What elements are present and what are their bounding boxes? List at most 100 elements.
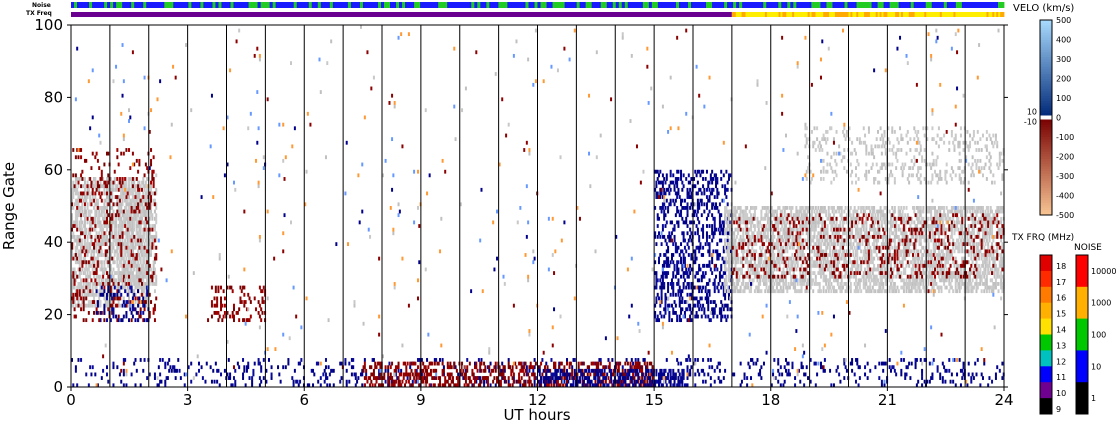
data-cell <box>111 231 114 236</box>
data-cell <box>72 296 75 301</box>
data-cell <box>98 253 101 257</box>
data-cell <box>814 220 817 225</box>
data-cell <box>761 206 764 210</box>
data-cell <box>857 289 860 294</box>
data-cell <box>738 238 741 243</box>
data-cell <box>827 267 830 272</box>
data-cell <box>94 216 97 221</box>
data-cell <box>794 238 797 243</box>
data-cell <box>140 195 143 199</box>
data-cell <box>78 282 81 286</box>
data-cell <box>700 289 703 294</box>
txfreq-strip-label: TX Freq <box>26 10 52 17</box>
noise-strip-cell <box>230 2 234 8</box>
data-cell <box>102 278 105 283</box>
noise-strip-cell <box>185 2 189 8</box>
data-cell <box>103 198 106 203</box>
data-cell <box>258 303 261 308</box>
data-cell <box>139 220 142 225</box>
data-cell <box>118 296 121 301</box>
data-cell <box>130 180 133 185</box>
data-cell <box>805 282 808 286</box>
data-cell <box>797 234 800 239</box>
data-cell <box>717 209 720 214</box>
data-cell <box>835 209 838 214</box>
noise-strip-cell <box>669 2 674 8</box>
data-cell <box>104 296 107 301</box>
data-cell <box>93 253 96 257</box>
txfreq-strip-cell <box>856 12 859 17</box>
data-cell <box>733 242 736 247</box>
data-cell <box>698 289 701 294</box>
data-cell <box>115 213 118 218</box>
data-cell <box>673 267 676 272</box>
data-cell <box>835 263 838 268</box>
data-cell <box>726 242 729 247</box>
data-cell <box>854 227 857 232</box>
data-cell <box>861 260 864 265</box>
data-cell <box>128 260 131 265</box>
data-cell <box>83 267 86 272</box>
data-cell <box>76 238 79 243</box>
data-cell <box>873 278 876 283</box>
txfreq-strip-cell <box>951 12 954 17</box>
data-cell <box>734 227 737 232</box>
data-cell <box>831 206 834 210</box>
data-cell <box>146 271 149 275</box>
data-cell <box>116 148 119 152</box>
data-cell <box>818 289 821 294</box>
data-cell <box>756 224 759 228</box>
data-cell <box>737 220 740 225</box>
data-cell <box>107 213 110 218</box>
data-cell <box>830 238 833 243</box>
noise-strip-cell <box>868 2 872 8</box>
data-cell <box>782 216 785 221</box>
data-cell <box>142 296 145 301</box>
data-cell <box>753 216 756 221</box>
data-cell <box>142 195 145 199</box>
data-cell <box>120 253 123 257</box>
data-cell <box>762 282 765 286</box>
data-cell <box>238 307 241 312</box>
data-cell <box>104 256 107 261</box>
data-cell <box>126 242 129 247</box>
data-cell <box>720 238 723 243</box>
data-cell <box>120 184 123 189</box>
noise-strip-cell <box>236 2 240 8</box>
data-cell <box>118 184 121 189</box>
data-cell <box>709 318 712 323</box>
data-cell <box>799 274 802 279</box>
data-cell <box>93 245 96 250</box>
data-cell <box>116 209 119 214</box>
data-cell <box>129 216 132 221</box>
txfreq-strip-cell <box>982 12 985 17</box>
data-cell <box>98 300 101 304</box>
data-cell <box>140 267 143 272</box>
data-cell <box>151 274 154 279</box>
data-cell <box>680 242 683 247</box>
data-cell <box>869 224 872 228</box>
data-cell <box>138 278 141 283</box>
txfreq-strip-cell <box>949 12 952 17</box>
data-cell <box>128 180 131 185</box>
data-cell <box>137 187 140 192</box>
data-cell <box>116 242 119 247</box>
data-cell <box>835 224 838 228</box>
data-cell <box>866 274 869 279</box>
data-cell <box>870 260 873 265</box>
data-cell <box>116 296 119 301</box>
data-cell <box>694 303 697 308</box>
data-cell <box>840 285 843 290</box>
data-cell <box>809 234 812 239</box>
noise-strip-cell <box>170 2 174 8</box>
data-cell <box>656 292 659 297</box>
data-cell <box>687 195 690 199</box>
data-cell <box>82 213 85 218</box>
data-cell <box>222 314 225 319</box>
data-cell <box>721 220 724 225</box>
data-cell <box>790 274 793 279</box>
data-cell <box>664 310 667 315</box>
data-cell <box>842 231 845 236</box>
data-cell <box>105 180 108 185</box>
data-cell <box>812 260 815 265</box>
